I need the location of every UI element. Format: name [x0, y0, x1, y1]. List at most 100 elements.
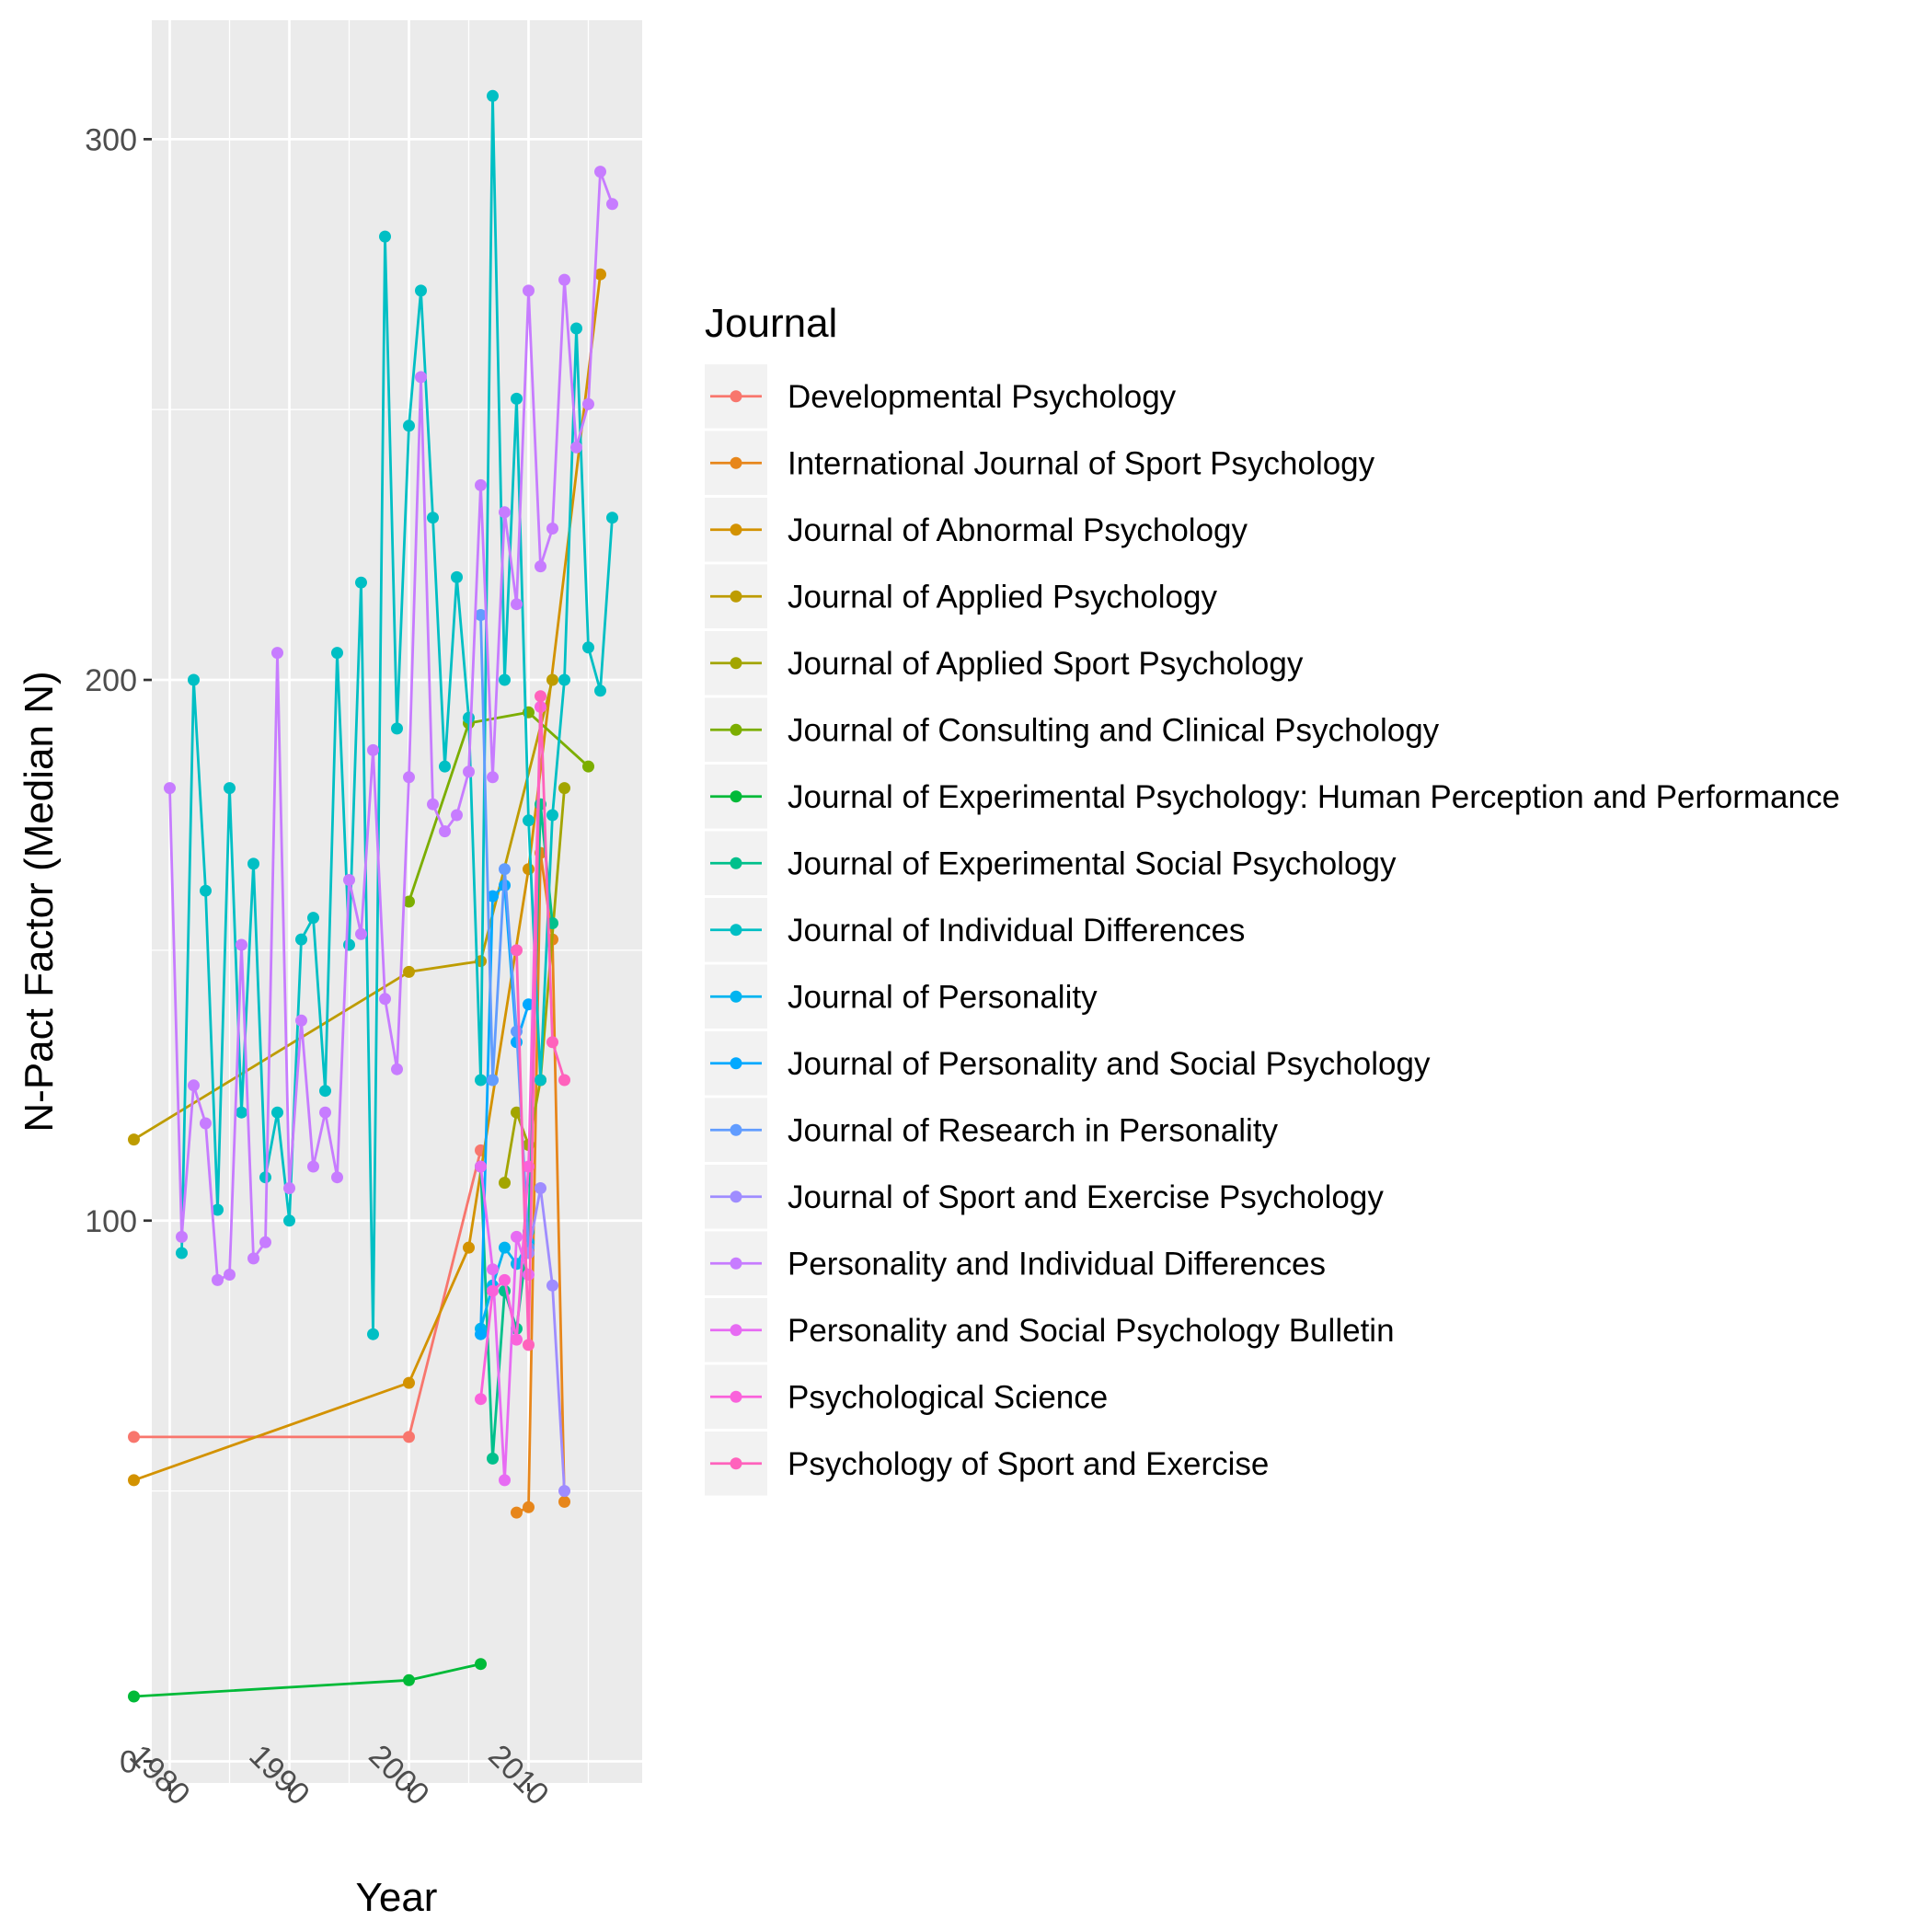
- data-point: [606, 512, 618, 524]
- data-point: [511, 1230, 523, 1243]
- data-point: [403, 965, 415, 978]
- data-point: [451, 570, 463, 583]
- series-13: [523, 1182, 570, 1498]
- data-point: [523, 1501, 535, 1513]
- legend-key-point: [730, 523, 742, 536]
- legend-title: Journal: [705, 301, 837, 346]
- series-15: [475, 1160, 535, 1487]
- legend-key-point: [730, 857, 742, 869]
- series-line: [479, 707, 542, 1399]
- legend-item: Personality and Social Psychology Bullet…: [705, 1298, 1395, 1363]
- series-line: [527, 1187, 566, 1491]
- legend-key-point: [730, 390, 742, 403]
- legend: Journal Developmental Psychology Internat…: [705, 301, 1840, 1496]
- data-point: [427, 798, 439, 811]
- data-point: [535, 1074, 546, 1087]
- data-point: [582, 760, 594, 773]
- data-point: [403, 1673, 415, 1686]
- data-point: [176, 1247, 188, 1259]
- x-axis-title: Year: [356, 1875, 438, 1920]
- legend-item: Journal of Sport and Exercise Psychology: [705, 1165, 1384, 1229]
- data-point: [212, 1203, 224, 1216]
- data-point: [511, 1025, 523, 1038]
- legend-label: Personality and Social Psychology Bullet…: [788, 1313, 1395, 1349]
- legend-key-point: [730, 1390, 742, 1403]
- data-point: [200, 1117, 212, 1130]
- data-point: [570, 441, 582, 454]
- data-point: [487, 890, 499, 903]
- data-point: [499, 673, 511, 686]
- legend-label: Journal of Personality and Social Psycho…: [788, 1046, 1431, 1082]
- legend-key-point: [730, 1057, 742, 1070]
- y-axis-title: N-Pact Factor (Median N): [17, 671, 62, 1132]
- data-point: [511, 392, 523, 405]
- data-point: [271, 1106, 283, 1119]
- data-point: [427, 512, 439, 524]
- data-point: [546, 673, 558, 686]
- data-point: [535, 560, 546, 573]
- data-point: [546, 1036, 558, 1049]
- data-point: [535, 690, 546, 703]
- legend-key-point: [730, 790, 742, 803]
- data-point: [295, 1014, 307, 1027]
- data-point: [128, 1133, 140, 1146]
- data-point: [546, 809, 558, 822]
- data-point: [475, 1393, 487, 1406]
- y-tick-label: 0: [120, 1744, 137, 1779]
- legend-key-point: [730, 1190, 742, 1203]
- legend-item: Psychological Science: [705, 1364, 1108, 1429]
- legend-key-point: [730, 1324, 742, 1337]
- data-point: [523, 284, 535, 297]
- legend-item: Journal of Abnormal Psychology: [705, 498, 1248, 562]
- legend-item: Journal of Experimental Social Psycholog…: [705, 831, 1397, 895]
- legend-item: Journal of Personality: [705, 964, 1098, 1029]
- data-point: [379, 230, 391, 243]
- legend-label: Journal of Consulting and Clinical Psych…: [788, 712, 1440, 748]
- data-point: [487, 1074, 499, 1087]
- series-14: [164, 166, 618, 1286]
- data-point: [475, 1328, 487, 1340]
- data-point: [247, 857, 259, 870]
- data-point: [499, 863, 511, 876]
- series-7: [128, 1658, 487, 1703]
- data-point: [319, 1085, 331, 1098]
- data-point: [403, 895, 415, 908]
- legend-label: Journal of Personality: [788, 979, 1098, 1015]
- data-point: [391, 1063, 403, 1075]
- data-point: [570, 322, 582, 335]
- data-point: [164, 782, 176, 795]
- data-point: [558, 273, 570, 286]
- legend-key-point: [730, 1257, 742, 1270]
- legend-item: Personality and Individual Differences: [705, 1231, 1326, 1295]
- data-point: [403, 1376, 415, 1389]
- data-point: [188, 1079, 200, 1092]
- data-point: [331, 647, 343, 660]
- data-point: [128, 1431, 140, 1443]
- data-point: [379, 993, 391, 1006]
- data-point: [582, 641, 594, 654]
- legend-label: Journal of Experimental Psychology: Huma…: [788, 779, 1840, 815]
- data-point: [558, 1074, 570, 1087]
- data-point: [176, 1230, 188, 1243]
- data-point: [523, 1339, 535, 1351]
- legend-key-point: [730, 723, 742, 736]
- data-point: [463, 1241, 475, 1254]
- data-point: [523, 863, 535, 876]
- legend-label: International Journal of Sport Psycholog…: [788, 445, 1375, 481]
- data-point: [475, 1160, 487, 1173]
- data-point: [403, 771, 415, 784]
- y-tick-label: 200: [85, 663, 137, 698]
- legend-label: Psychology of Sport and Exercise: [788, 1446, 1269, 1482]
- data-point: [499, 1273, 511, 1286]
- data-point: [367, 1328, 379, 1340]
- legend-key-point: [730, 1123, 742, 1136]
- data-point: [594, 684, 606, 697]
- y-tick-label: 300: [85, 122, 137, 157]
- data-point: [546, 523, 558, 535]
- data-point: [523, 814, 535, 827]
- legend-item: Journal of Individual Differences: [705, 898, 1245, 962]
- series-17: [511, 690, 570, 1351]
- legend-item: Psychology of Sport and Exercise: [705, 1432, 1269, 1496]
- data-point: [594, 166, 606, 178]
